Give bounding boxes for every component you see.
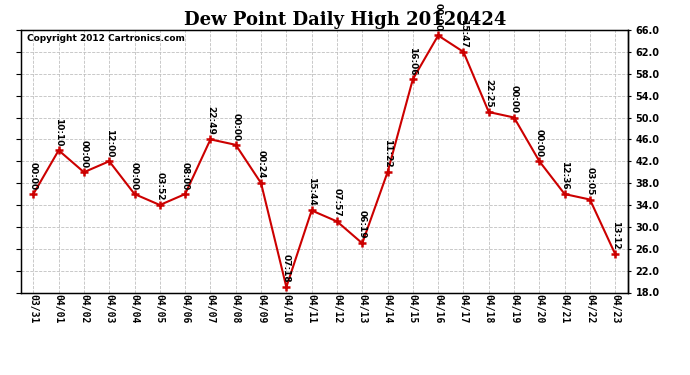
Text: 00:24: 00:24	[257, 150, 266, 179]
Text: 07:57: 07:57	[333, 189, 342, 217]
Text: 00:00: 00:00	[231, 112, 240, 141]
Text: 15:47: 15:47	[459, 19, 468, 48]
Text: 22:25: 22:25	[484, 79, 493, 108]
Text: 00:00: 00:00	[535, 129, 544, 157]
Text: 03:52: 03:52	[155, 172, 164, 201]
Text: 12:00: 12:00	[105, 129, 114, 157]
Text: 22:49: 22:49	[206, 106, 215, 135]
Text: 13:12: 13:12	[611, 221, 620, 250]
Text: 00:00: 00:00	[130, 162, 139, 190]
Text: 15:44: 15:44	[307, 177, 316, 206]
Text: Dew Point Daily High 20120424: Dew Point Daily High 20120424	[184, 11, 506, 29]
Text: 00:00: 00:00	[509, 85, 519, 113]
Text: 10:10: 10:10	[54, 118, 63, 146]
Text: Copyright 2012 Cartronics.com: Copyright 2012 Cartronics.com	[27, 34, 185, 43]
Text: 08:00: 08:00	[181, 162, 190, 190]
Text: 12:36: 12:36	[560, 161, 569, 190]
Text: 00:00: 00:00	[79, 140, 88, 168]
Text: 00:00: 00:00	[433, 3, 443, 31]
Text: 07:18: 07:18	[282, 254, 291, 283]
Text: 00:00: 00:00	[29, 162, 38, 190]
Text: 03:05: 03:05	[585, 167, 595, 195]
Text: 06:19: 06:19	[357, 210, 367, 239]
Text: 16:06: 16:06	[408, 46, 417, 75]
Text: 11:22: 11:22	[383, 140, 392, 168]
